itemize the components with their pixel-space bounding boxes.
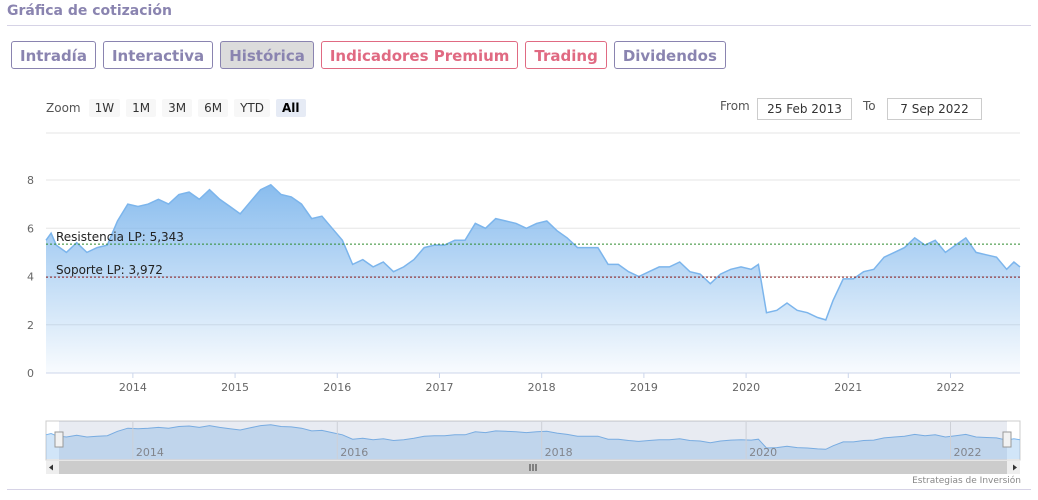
- from-date-input[interactable]: 25 Feb 2013: [757, 98, 852, 120]
- tab-intradia[interactable]: Intradía: [11, 41, 96, 69]
- page-title: Gráfica de cotización: [7, 3, 172, 19]
- chart-credit: Estrategias de Inversión: [912, 476, 1021, 486]
- to-label: To: [863, 99, 876, 113]
- zoom-label: Zoom: [46, 101, 81, 115]
- zoom-all-button[interactable]: All: [276, 99, 306, 117]
- zoom-3m-button[interactable]: 3M: [162, 99, 193, 117]
- tab-dividendos[interactable]: Dividendos: [613, 41, 726, 69]
- from-label: From: [720, 99, 750, 113]
- bottom-divider: [7, 489, 1031, 490]
- navigator-right-handle[interactable]: [1002, 431, 1012, 448]
- tab-interactiva[interactable]: Interactiva: [102, 41, 214, 69]
- navigator-tick-label: 2018: [545, 446, 573, 459]
- x-tick-label: 2019: [630, 381, 658, 394]
- price-line: [45, 183, 1021, 321]
- navigator-tick-label: 2016: [340, 446, 368, 459]
- navigator-tick-label: 2020: [749, 446, 777, 459]
- resistance-label: Resistencia LP: 5,343: [56, 230, 184, 244]
- y-tick-label: 8: [27, 174, 34, 187]
- navigator-selection[interactable]: [59, 421, 1007, 460]
- x-tick-label: 2014: [119, 381, 147, 394]
- navigator-area: [46, 424, 1020, 459]
- x-tick-label: 2021: [834, 381, 862, 394]
- x-tick-label: 2020: [732, 381, 760, 394]
- title-divider: [7, 25, 1031, 26]
- y-tick-label: 6: [27, 222, 34, 235]
- navigator-frame: [45, 420, 1021, 461]
- y-tick-label: 4: [27, 271, 34, 284]
- x-tick-label: 2022: [937, 381, 965, 394]
- zoom-6m-button[interactable]: 6M: [198, 99, 229, 117]
- support-label: Soporte LP: 3,972: [56, 263, 163, 277]
- zoom-1m-button[interactable]: 1M: [126, 99, 157, 117]
- x-tick-label: 2015: [221, 381, 249, 394]
- scroll-left-arrow-icon[interactable]: [49, 464, 53, 471]
- navigator-left-handle[interactable]: [54, 431, 64, 448]
- scroll-right-arrow-icon[interactable]: [1013, 464, 1017, 471]
- scrollbar-grip-icon: [529, 464, 537, 471]
- tab-trading[interactable]: Trading: [525, 41, 607, 69]
- x-tick-label: 2016: [323, 381, 351, 394]
- x-tick-label: 2017: [425, 381, 453, 394]
- zoom-selector: Zoom 1W 1M 3M 6M YTD All: [46, 99, 306, 117]
- y-tick-label: 2: [27, 319, 34, 332]
- navigator-line: [45, 424, 1021, 450]
- y-tick-label: 0: [27, 367, 34, 380]
- zoom-ytd-button[interactable]: YTD: [234, 99, 270, 117]
- chart-tabs: Intradía Interactiva Histórica Indicador…: [11, 41, 726, 69]
- zoom-1w-button[interactable]: 1W: [88, 99, 121, 117]
- tab-indicadores-premium[interactable]: Indicadores Premium: [320, 41, 519, 69]
- navigator-tick-label: 2022: [954, 446, 982, 459]
- tab-historica[interactable]: Histórica: [220, 41, 314, 69]
- to-date-input[interactable]: 7 Sep 2022: [887, 98, 982, 120]
- x-tick-label: 2018: [528, 381, 556, 394]
- navigator-tick-label: 2014: [136, 446, 164, 459]
- price-area: [46, 184, 1020, 373]
